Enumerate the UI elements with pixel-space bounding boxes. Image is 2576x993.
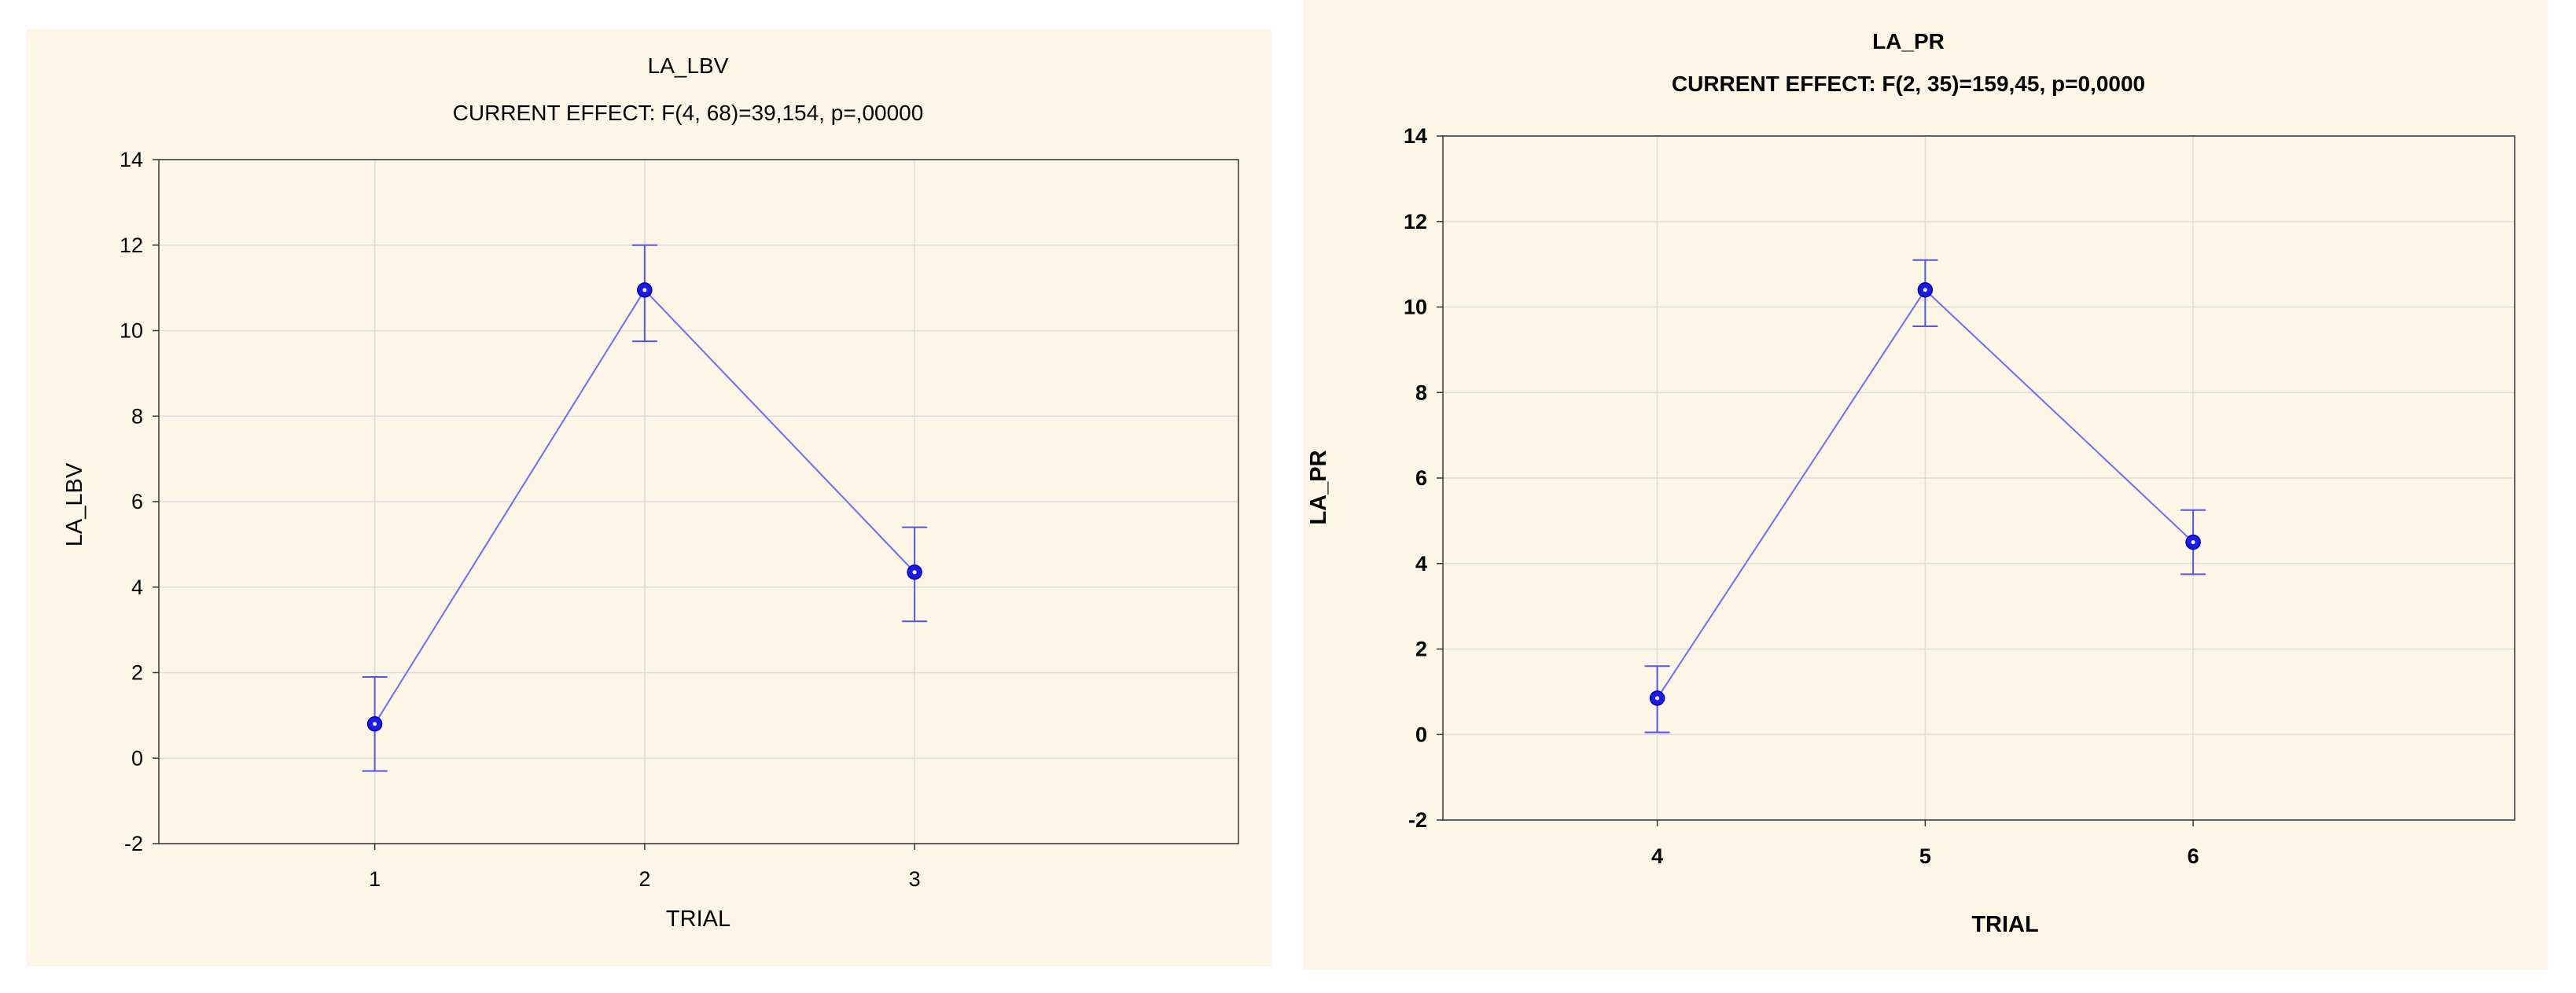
data-point-center (1923, 288, 1927, 292)
grid (1443, 135, 2515, 821)
y-tick-label: 6 (1415, 466, 1427, 490)
y-tick-label: 0 (1415, 723, 1427, 746)
y-tick-label: 14 (1404, 124, 1427, 148)
y-tick-label: 2 (1415, 638, 1427, 661)
x-axis-label: TRIAL (1971, 912, 2038, 937)
y-tick-label: 14 (120, 148, 143, 171)
plot-frame (158, 159, 1239, 844)
chart-la-lbv: LA_LBV CURRENT EFFECT: F(4, 68)=39,154, … (62, 53, 1239, 932)
plot-frame (1442, 135, 2515, 821)
y-tick-label: 6 (131, 490, 143, 513)
data-point-center (2191, 540, 2195, 545)
x-axis-label: TRIAL (666, 907, 730, 932)
x-tick-label: 2 (638, 867, 650, 891)
x-tick-label: 3 (909, 867, 921, 891)
chart-panel-la-pr: LA_PR CURRENT EFFECT: F(2, 35)=159,45, p… (1303, 0, 2548, 970)
x-tick-label: 4 (1651, 844, 1663, 868)
x-tick-label: 5 (1919, 844, 1931, 868)
y-tick-label: 12 (120, 234, 143, 257)
y-axis-label: LA_LBV (62, 462, 87, 546)
y-tick-label: 12 (1404, 210, 1427, 234)
x-tick-label: 6 (2188, 844, 2199, 868)
chart-subtitle: CURRENT EFFECT: F(4, 68)=39,154, p=,0000… (453, 101, 924, 125)
y-tick-label: 0 (131, 746, 143, 770)
y-tick-label: 10 (1404, 296, 1427, 319)
chart-title: LA_PR (1872, 29, 1945, 53)
y-tick-label: 4 (1415, 552, 1427, 576)
data-point-center (912, 570, 917, 575)
data-point-center (373, 722, 377, 726)
y-tick-label: 10 (120, 319, 143, 343)
y-tick-label: 4 (131, 576, 143, 599)
y-tick-label: 2 (131, 661, 143, 685)
y-tick-label: 8 (1415, 381, 1427, 404)
data-point-center (1655, 696, 1660, 701)
chart-title: LA_LBV (648, 53, 729, 78)
y-tick-label: -2 (124, 832, 143, 855)
chart-subtitle: CURRENT EFFECT: F(2, 35)=159,45, p=0,000… (1672, 72, 2145, 96)
x-tick-label: 1 (369, 867, 381, 891)
grid (159, 159, 1238, 844)
y-tick-label: 8 (131, 404, 143, 428)
chart-panel-la-lbv: LA_LBV CURRENT EFFECT: F(4, 68)=39,154, … (27, 29, 1271, 966)
y-axis-label: LA_PR (1306, 450, 1331, 524)
data-point-center (642, 288, 647, 292)
chart-la-pr: LA_PR CURRENT EFFECT: F(2, 35)=159,45, p… (1306, 29, 2515, 937)
y-tick-label: -2 (1408, 808, 1427, 832)
